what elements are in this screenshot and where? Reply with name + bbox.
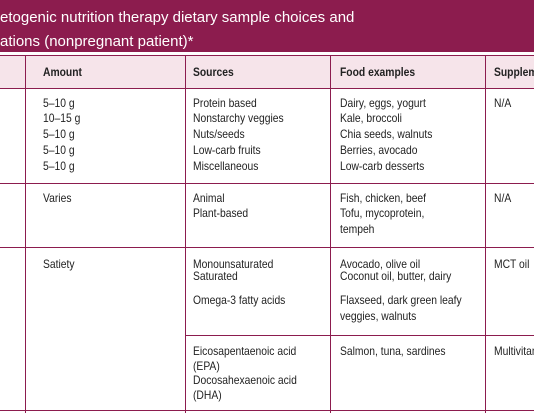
- cell-text: Fish, chicken, beef: [340, 191, 427, 205]
- title-line: etogenic nutrition therapy dietary sampl…: [0, 9, 355, 26]
- row-rule: [0, 247, 534, 248]
- cell-text: N/A: [494, 96, 512, 110]
- cell-text: MCT oil: [494, 257, 530, 271]
- cell-text: Varies: [43, 191, 72, 205]
- cell-text: Chia seeds, walnuts: [340, 127, 433, 141]
- cell-text: Berries, avocado: [340, 143, 418, 157]
- cell-text: Saturated: [193, 269, 238, 283]
- cell-text: tempeh: [340, 222, 375, 236]
- cell-text: Animal: [193, 191, 225, 205]
- row-rule: [185, 335, 534, 336]
- cell-text: 5–10 g: [43, 143, 75, 157]
- cell-text: veggies, walnuts: [340, 309, 417, 323]
- cell-text: Dairy, eggs, yogurt: [340, 96, 426, 110]
- column-rule: [485, 55, 486, 413]
- cell-text: Avocado, olive oil: [340, 257, 421, 271]
- cell-text: Low-carb fruits: [193, 143, 261, 157]
- cell-text: Kale, broccoli: [340, 111, 402, 125]
- cell-text: Miscellaneous: [193, 159, 259, 173]
- cell-text: Protein based: [193, 96, 257, 110]
- cell-text: Eicosapentaenoic acid: [193, 344, 297, 358]
- cell-text: Low-carb desserts: [340, 159, 425, 173]
- cell-text: Nuts/seeds: [193, 127, 245, 141]
- cell-text: 5–10 g: [43, 96, 75, 110]
- column-rule: [330, 55, 331, 413]
- title-line: ations (nonpregnant patient)*: [0, 33, 194, 50]
- column-header: Supplem: [494, 65, 534, 79]
- column-header: Sources: [193, 65, 234, 79]
- cell-text: (EPA): [193, 359, 220, 373]
- cell-text: N/A: [494, 191, 512, 205]
- column-header: Food examples: [340, 65, 416, 79]
- column-header-row: [0, 55, 534, 88]
- column-rule: [185, 55, 186, 413]
- column-rule: [25, 55, 26, 413]
- cell-text: (DHA): [193, 388, 222, 402]
- title-band: [0, 0, 534, 52]
- row-rule: [0, 183, 534, 184]
- row-rule: [0, 88, 534, 89]
- cell-text: 5–10 g: [43, 127, 75, 141]
- row-rule: [0, 55, 534, 56]
- cell-text: Nonstarchy veggies: [193, 111, 284, 125]
- cell-text: Monounsaturated: [193, 257, 274, 271]
- column-header: Amount: [43, 65, 82, 79]
- cell-text: Tofu, mycoprotein,: [340, 206, 425, 220]
- row-rule: [0, 410, 534, 411]
- cell-text: Satiety: [43, 257, 75, 271]
- cell-text: Plant-based: [193, 206, 249, 220]
- cell-text: Flaxseed, dark green leafy: [340, 293, 462, 307]
- cell-text: Omega-3 fatty acids: [193, 293, 286, 307]
- cell-text: 10–15 g: [43, 111, 81, 125]
- cell-text: Salmon, tuna, sardines: [340, 344, 446, 358]
- cell-text: Coconut oil, butter, dairy: [340, 269, 452, 283]
- cell-text: Docosahexaenoic acid: [193, 373, 297, 387]
- cell-text: Multivitam: [494, 344, 534, 358]
- cell-text: 5–10 g: [43, 159, 75, 173]
